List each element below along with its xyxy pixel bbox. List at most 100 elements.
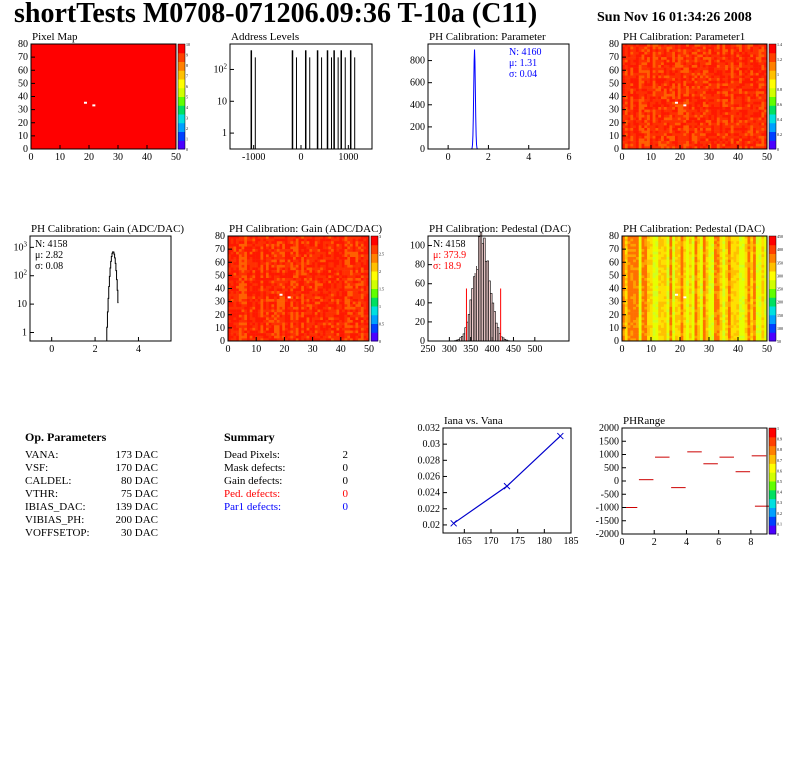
heatmap-cell [638, 322, 642, 326]
heatmap-cell [649, 62, 653, 66]
heatmap-cell [652, 143, 656, 147]
heatmap-cell [747, 146, 751, 150]
heatmap-cell [630, 107, 634, 110]
heatmap-cell [697, 122, 701, 126]
heatmap-cell [755, 57, 759, 61]
heatmap-cell [688, 125, 693, 129]
heatmap-cell [309, 257, 313, 260]
heatmap-cell [295, 291, 299, 295]
heatmap-cell [644, 114, 648, 118]
heatmap-cell [282, 322, 286, 326]
heatmap-cell [624, 96, 628, 100]
heatmap-cell [352, 257, 356, 260]
heatmap-cell [238, 330, 242, 334]
heatmap-cell [647, 243, 651, 247]
heatmap-cell [700, 78, 704, 82]
heatmap-cell [658, 114, 662, 118]
heatmap-cell [655, 78, 659, 82]
heatmap-cell [622, 296, 626, 300]
heatmap-cell [363, 320, 367, 323]
heatmap-cell [688, 75, 693, 79]
heatmap-cell [624, 135, 628, 139]
heatmap-cell [719, 62, 723, 66]
heatmap-cell [694, 133, 698, 137]
heatmap-cell [635, 72, 640, 76]
heatmap-cell [680, 93, 684, 97]
heatmap-cell [635, 109, 640, 113]
heatmap-cell [730, 70, 734, 74]
heatmap-cell [244, 238, 248, 242]
heatmap-cell [344, 278, 348, 281]
heatmap-cell [263, 257, 267, 260]
heatmap-cell [298, 325, 302, 329]
heatmap-cell [355, 283, 359, 287]
heatmap-cell [753, 46, 757, 50]
heatmap-cell [669, 78, 673, 82]
heatmap-cell [328, 236, 332, 239]
heatmap-cell [702, 80, 706, 84]
heatmap-cell [241, 330, 245, 334]
heatmap-cell [652, 57, 656, 61]
heatmap-cell [708, 125, 712, 129]
heatmap-cell [750, 99, 754, 103]
heatmap-cell [341, 249, 345, 253]
heatmap-cell [344, 264, 348, 268]
heatmap-cell [744, 91, 748, 95]
heatmap-cell [764, 146, 768, 150]
heatmap-cell [312, 264, 316, 268]
heatmap-cell [647, 138, 651, 142]
palette-swatch [769, 122, 776, 132]
heatmap-cell [328, 275, 332, 279]
heatmap-cell [301, 291, 305, 295]
heatmap-cell [741, 86, 745, 89]
heatmap-cell [733, 72, 737, 76]
heatmap-cell [255, 312, 259, 316]
heatmap-cell [263, 243, 267, 247]
heatmap-cell [680, 46, 684, 50]
heatmap-cell [274, 293, 278, 297]
heatmap-cell [761, 59, 765, 63]
heatmap-cell [630, 138, 634, 142]
heatmap-cell [708, 83, 712, 87]
heatmap-cell [711, 49, 715, 53]
heatmap-cell [306, 338, 310, 342]
heatmap-cell [641, 117, 645, 121]
heatmap-cell [635, 299, 640, 302]
heatmap-cell [633, 309, 637, 313]
heatmap-cell [674, 51, 679, 55]
heatmap-cell [647, 122, 651, 126]
heatmap-cell [741, 96, 745, 100]
heatmap-cell [249, 285, 253, 289]
heatmap-cell [739, 51, 743, 55]
heatmap-cell [638, 259, 642, 263]
heatmap-cell [314, 317, 318, 321]
heatmap-cell [317, 241, 321, 245]
y-tick-label: 800 [410, 56, 425, 67]
y-tick-label: 30 [215, 297, 225, 308]
heatmap-cell [677, 78, 681, 82]
heatmap-cell [635, 259, 640, 263]
heatmap-cell [358, 335, 362, 339]
heatmap-cell [716, 146, 720, 150]
heatmap-cell [736, 86, 740, 89]
heatmap-cell [691, 130, 695, 134]
heatmap-cell [306, 293, 310, 297]
heatmap-cell [711, 86, 715, 89]
heatmap-cell [691, 125, 695, 129]
heatmap-cell [622, 86, 626, 89]
heatmap-cell [263, 309, 267, 313]
heatmap-cell [350, 335, 354, 339]
heatmap-cell [711, 67, 715, 71]
heatmap-cell [255, 238, 259, 242]
heatmap-cell [750, 93, 754, 97]
heatmap-cell [271, 251, 275, 255]
heatmap-cell [624, 330, 628, 334]
heatmap-cell [697, 83, 701, 87]
heatmap-cell [672, 101, 676, 105]
heatmap-cell [674, 128, 679, 131]
heatmap-cell [306, 309, 310, 313]
x-tick-label: 0 [49, 344, 54, 355]
heatmap-cell [325, 246, 329, 250]
heatmap-cell [655, 241, 659, 245]
heatmap-cell [635, 46, 640, 50]
